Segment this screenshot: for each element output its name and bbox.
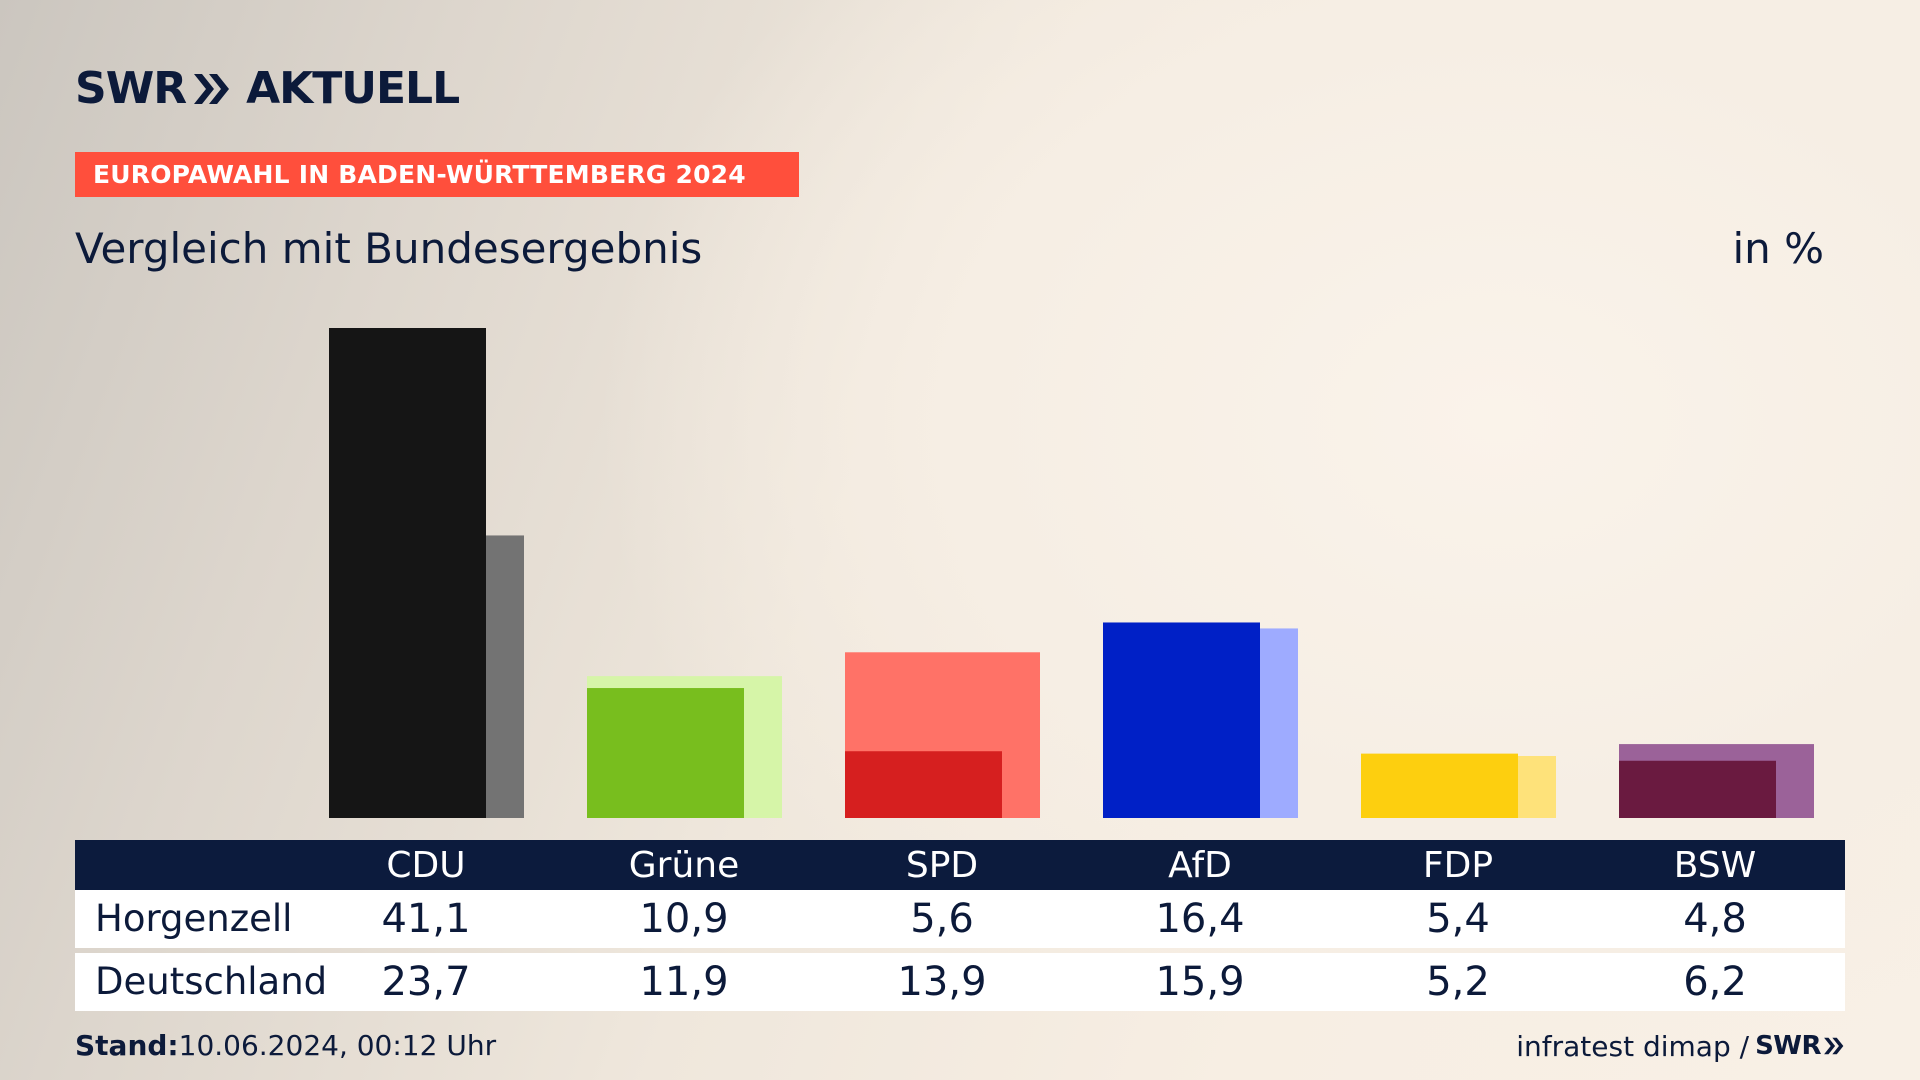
bar-horgenzell-spd [845,751,1002,818]
column-header: FDP [1422,845,1494,886]
logo-product: AKTUELL [246,63,460,114]
bar-deutschland-bsw [1619,744,1814,818]
column-header: CDU [386,845,466,886]
source-text: infratest dimap / [1516,1029,1750,1063]
table-cell: 5,2 [1426,959,1490,1005]
bar-horgenzell-bsw [1619,760,1776,818]
stand-label: Stand: [75,1029,179,1062]
bar-horgenzell-gr-ne [587,688,744,818]
double-chevron-icon [194,74,230,104]
table-header: CDU Grüne SPD AfD FDP BSW [75,840,1845,890]
bar-deutschland-cdu [329,535,524,818]
table-cell: 5,6 [910,896,974,942]
bar-horgenzell-fdp [1361,753,1518,818]
table-cell: 6,2 [1683,959,1747,1005]
table-cell: 15,9 [1155,959,1245,1005]
table-cell: 10,9 [639,896,729,942]
bar-deutschland-gr-ne [587,676,782,818]
bar-deutschland-afd [1103,628,1298,818]
bar-horgenzell-cdu [329,328,486,818]
bar-deutschland-spd [845,652,1040,818]
footer-brand: SWR [1755,1031,1821,1061]
table-cell: 11,9 [639,959,729,1005]
table-row: Deutschland 23,7 11,9 13,9 15,9 5,2 6,2 [75,953,1845,1011]
table-cell: 41,1 [381,896,471,942]
chart-subtitle: Vergleich mit Bundesergebnis [75,224,703,273]
table-row: Horgenzell 41,1 10,9 5,6 16,4 5,4 4,8 [75,890,1845,948]
source-credit: infratest dimap / SWR [1516,1028,1845,1064]
table-cell: 16,4 [1155,896,1245,942]
swr-aktuell-logo: SWR AKTUELL [75,63,460,114]
table-cell: 23,7 [381,959,471,1005]
column-header: AfD [1168,845,1232,886]
row-label: Horgenzell [95,897,293,940]
results-table: CDU Grüne SPD AfD FDP BSW Horgenzell 41,… [75,840,1845,1011]
logo-brand: SWR [75,63,187,114]
stand-value: 10.06.2024, 00:12 Uhr [178,1029,497,1062]
row-label: Deutschland [95,960,328,1003]
table-cell: 5,4 [1426,896,1490,942]
table-cell: 13,9 [897,959,987,1005]
column-header: BSW [1673,845,1757,886]
table-cell: 4,8 [1683,896,1747,942]
unit-label: in % [1732,224,1824,273]
banner-text: EUROPAWAHL IN BADEN-WÜRTTEMBERG 2024 [93,160,746,189]
election-banner: EUROPAWAHL IN BADEN-WÜRTTEMBERG 2024 [75,152,799,197]
bar-deutschland-fdp [1361,756,1556,818]
column-header: Grüne [628,845,740,886]
double-chevron-icon [1824,1037,1844,1055]
bar-horgenzell-afd [1103,622,1260,818]
column-header: SPD [905,845,979,886]
timestamp: Stand:10.06.2024, 00:12 Uhr [75,1028,496,1064]
